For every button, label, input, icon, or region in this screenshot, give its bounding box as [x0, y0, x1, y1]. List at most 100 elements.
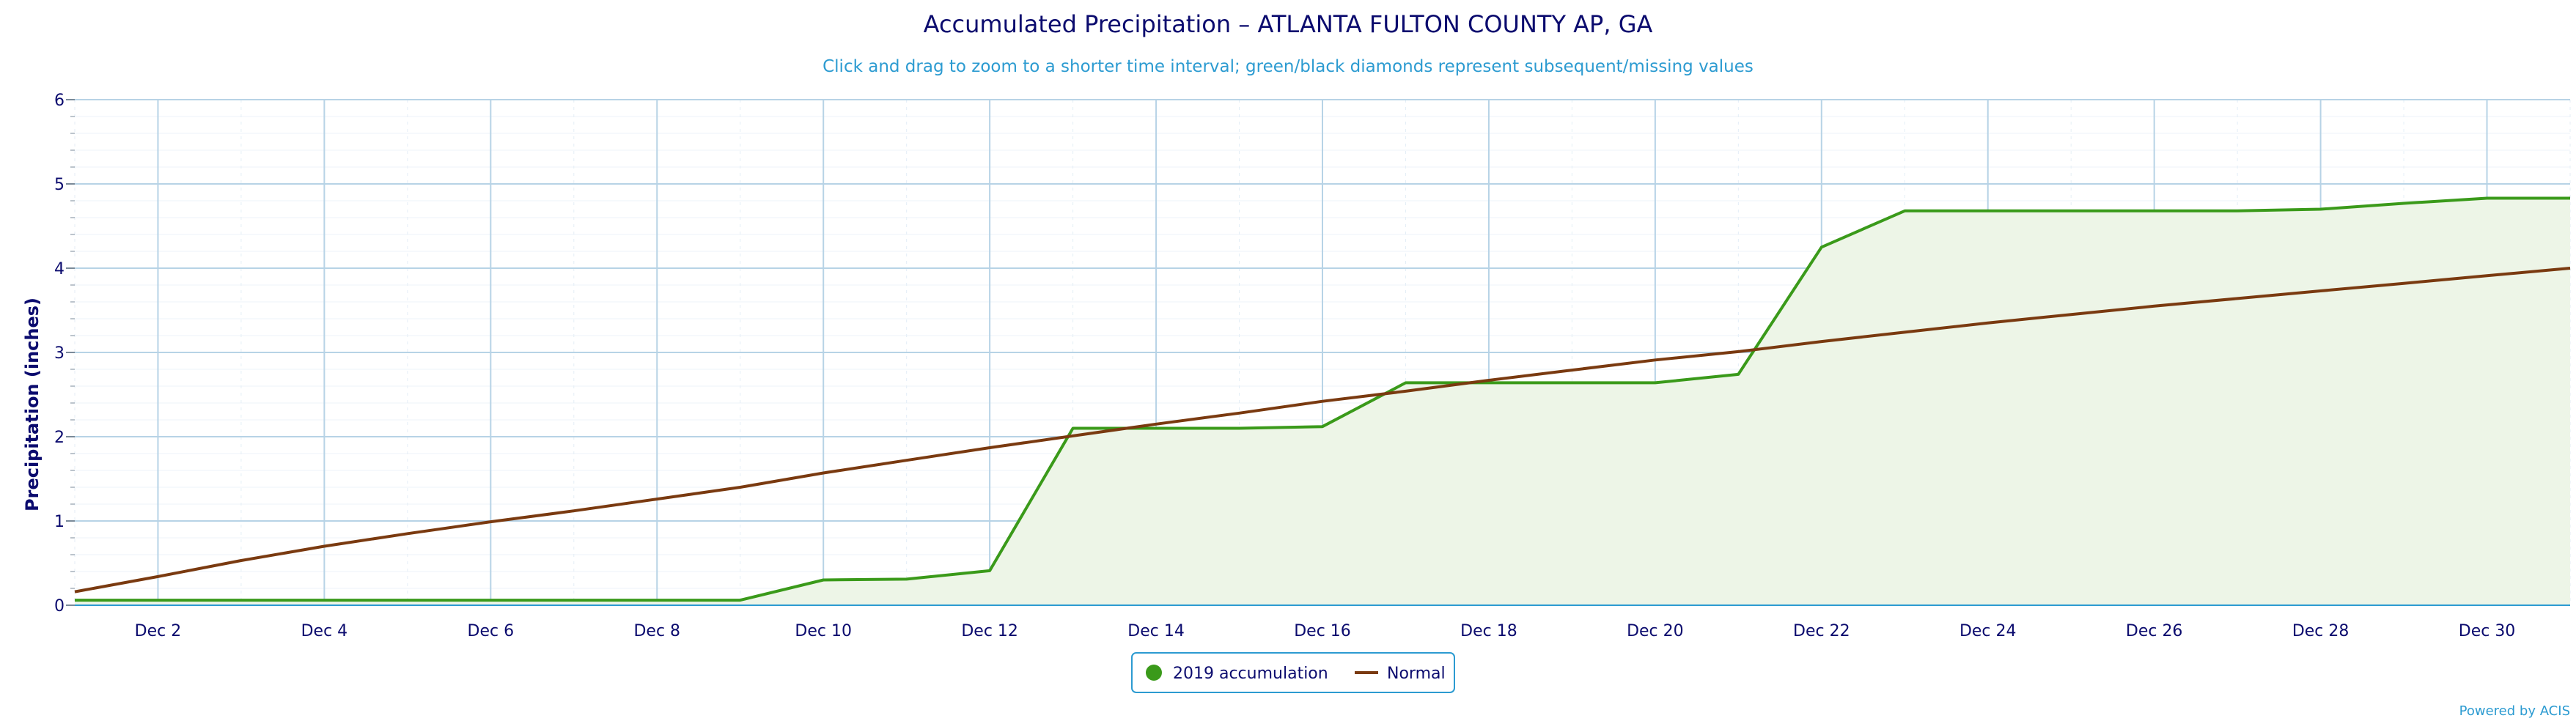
data-point-2019-accumulation[interactable]	[1734, 370, 1743, 379]
data-point-normal[interactable]	[237, 556, 246, 565]
data-point-normal[interactable]	[1900, 328, 1909, 336]
series-line-2019-accumulation[interactable]	[75, 196, 2570, 602]
x-tick-label: Dec 6	[468, 622, 515, 640]
x-tick-label: Dec 20	[1627, 622, 1684, 640]
data-point-normal[interactable]	[1318, 397, 1327, 406]
data-point-normal[interactable]	[1484, 376, 1493, 385]
data-point-2019-accumulation[interactable]	[403, 596, 412, 604]
credit-link[interactable]: Powered by ACIS	[2459, 703, 2570, 719]
data-point-normal[interactable]	[1069, 432, 1078, 440]
series-area-2019-accumulation	[75, 198, 2570, 605]
data-point-2019-accumulation[interactable]	[902, 574, 911, 583]
chart-title: Accumulated Precipitation – ATLANTA FULT…	[924, 10, 1653, 38]
x-tick-label: Dec 22	[1793, 622, 1850, 640]
y-tick-label: 4	[54, 260, 65, 278]
data-point-2019-accumulation[interactable]	[2483, 194, 2492, 203]
data-point-2019-accumulation[interactable]	[1235, 424, 1244, 433]
x-tick-labels: Dec 2 Dec 4 Dec 6 Dec 8 Dec 10 Dec 12 Dec 14 De…	[135, 622, 2516, 640]
data-point-2019-accumulation[interactable]	[2067, 207, 2075, 215]
data-point-normal[interactable]	[736, 483, 745, 492]
series-layer[interactable]	[70, 194, 2575, 606]
data-point-normal[interactable]	[1817, 337, 1826, 346]
data-point-2019-accumulation[interactable]	[652, 596, 661, 604]
data-point-2019-accumulation[interactable]	[1984, 207, 1992, 215]
series-line-normal[interactable]	[74, 267, 2571, 594]
y-axis-label: Precipitation (inches)	[22, 297, 43, 511]
axes	[66, 99, 2570, 606]
x-tick-label: Dec 4	[301, 622, 348, 640]
data-point-2019-accumulation[interactable]	[70, 596, 79, 604]
data-point-2019-accumulation[interactable]	[1651, 378, 1660, 387]
data-point-2019-accumulation[interactable]	[1817, 243, 1826, 251]
y-tick-label: 1	[54, 513, 65, 531]
x-tick-label: Dec 2	[135, 622, 182, 640]
legend-box	[1131, 652, 1455, 693]
data-point-normal[interactable]	[2150, 302, 2159, 311]
legend: 2019 accumulation Normal	[1131, 652, 1455, 693]
legend-label-2019-accumulation: 2019 accumulation	[1173, 665, 1328, 683]
y-tick-label: 5	[54, 176, 65, 194]
data-point-normal[interactable]	[570, 506, 578, 515]
x-tick-label: Dec 26	[2126, 622, 2183, 640]
data-point-normal[interactable]	[1567, 366, 1576, 374]
data-point-normal[interactable]	[1734, 347, 1743, 356]
x-tick-label: Dec 24	[1959, 622, 2017, 640]
x-tick-label: Dec 14	[1127, 622, 1185, 640]
data-point-2019-accumulation[interactable]	[2233, 207, 2242, 215]
data-point-normal[interactable]	[2566, 264, 2575, 273]
x-tick-label: Dec 12	[961, 622, 1018, 640]
x-tick-label: Dec 16	[1294, 622, 1351, 640]
x-tick-label: Dec 30	[2459, 622, 2516, 640]
data-point-normal[interactable]	[1984, 319, 1992, 328]
y-tick-label: 6	[54, 92, 65, 110]
data-point-normal[interactable]	[902, 456, 911, 465]
data-point-2019-accumulation[interactable]	[2316, 205, 2325, 214]
data-point-normal[interactable]	[1651, 355, 1660, 364]
x-tick-label: Dec 18	[1460, 622, 1517, 640]
data-point-normal[interactable]	[1152, 420, 1160, 429]
x-tick-label: Dec 10	[795, 622, 852, 640]
legend-item-normal[interactable]: Normal	[1355, 665, 1446, 683]
data-point-2019-accumulation[interactable]	[2399, 199, 2408, 208]
data-point-2019-accumulation[interactable]	[1318, 422, 1327, 431]
data-point-2019-accumulation[interactable]	[1567, 378, 1576, 387]
data-point-normal[interactable]	[2316, 286, 2325, 295]
data-point-normal[interactable]	[1235, 409, 1244, 418]
chart-subtitle: Click and drag to zoom to a shorter time…	[823, 57, 1753, 76]
y-tick-labels: 0 1 2 3 4 5 6	[54, 92, 65, 615]
data-point-normal[interactable]	[1402, 387, 1410, 396]
data-point-2019-accumulation[interactable]	[154, 596, 163, 604]
data-point-2019-accumulation[interactable]	[570, 596, 578, 604]
data-point-2019-accumulation[interactable]	[819, 576, 828, 585]
y-tick-label: 3	[54, 344, 65, 363]
data-point-2019-accumulation[interactable]	[1900, 207, 1909, 215]
data-point-normal[interactable]	[2483, 271, 2492, 280]
legend-marker-2019-accumulation	[1146, 665, 1162, 681]
data-point-normal[interactable]	[2067, 310, 2075, 319]
data-point-2019-accumulation[interactable]	[1069, 424, 1078, 433]
data-point-2019-accumulation[interactable]	[486, 596, 495, 604]
data-point-normal[interactable]	[2233, 294, 2242, 303]
legend-item-2019-accumulation[interactable]: 2019 accumulation	[1146, 665, 1328, 683]
data-point-normal[interactable]	[2399, 279, 2408, 288]
data-point-normal[interactable]	[154, 572, 163, 581]
data-point-2019-accumulation[interactable]	[2150, 207, 2159, 215]
data-point-2019-accumulation[interactable]	[736, 596, 745, 604]
data-point-2019-accumulation[interactable]	[2566, 194, 2575, 203]
data-point-normal[interactable]	[819, 469, 828, 478]
data-point-2019-accumulation[interactable]	[1402, 378, 1410, 387]
legend-label-normal: Normal	[1387, 665, 1446, 683]
data-point-2019-accumulation[interactable]	[985, 566, 994, 575]
y-tick-label: 0	[54, 597, 65, 615]
data-point-2019-accumulation[interactable]	[320, 596, 328, 604]
data-point-normal[interactable]	[320, 542, 328, 551]
data-point-normal[interactable]	[652, 495, 661, 503]
data-point-normal[interactable]	[985, 443, 994, 452]
data-point-normal[interactable]	[403, 529, 412, 538]
data-point-normal[interactable]	[486, 517, 495, 526]
y-tick-label: 2	[54, 429, 65, 447]
data-point-2019-accumulation[interactable]	[237, 596, 246, 604]
x-tick-label: Dec 28	[2292, 622, 2349, 640]
x-tick-label: Dec 8	[633, 622, 680, 640]
